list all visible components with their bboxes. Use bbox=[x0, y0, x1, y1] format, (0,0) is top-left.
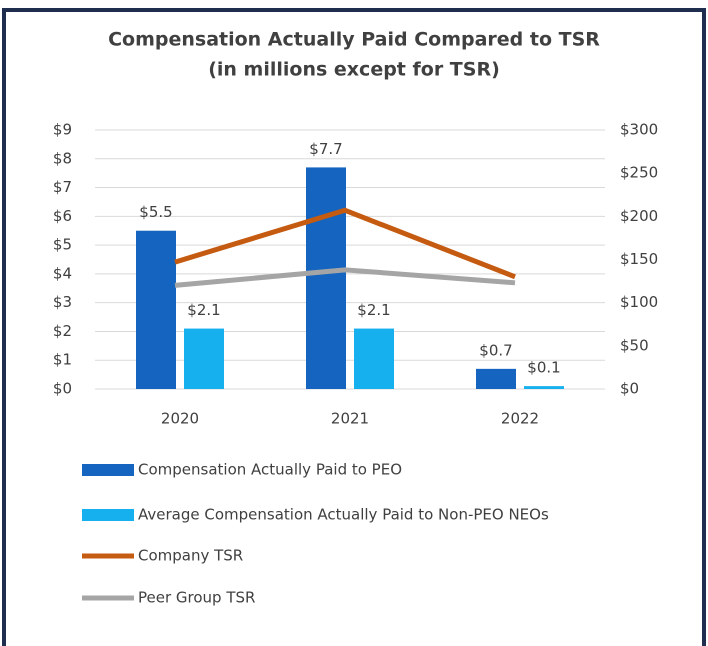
legend-label: Compensation Actually Paid to PEO bbox=[138, 461, 402, 479]
line bbox=[174, 267, 516, 288]
y2-tick-label: $50 bbox=[620, 336, 649, 354]
x-tick-label: 2021 bbox=[331, 410, 369, 428]
y-tick-label: $1 bbox=[53, 351, 72, 369]
y-tick-label: $5 bbox=[53, 236, 72, 254]
y2-tick-label: $100 bbox=[620, 293, 658, 311]
legend-swatch bbox=[82, 464, 134, 476]
y-tick-label: $6 bbox=[53, 207, 72, 225]
value-label: $7.7 bbox=[309, 140, 342, 158]
legend-label: Company TSR bbox=[138, 547, 243, 565]
y2-tick-label: $150 bbox=[620, 250, 658, 268]
frame bbox=[2, 8, 706, 646]
value-label: $0.7 bbox=[479, 341, 512, 359]
bar bbox=[476, 368, 516, 389]
value-label: $2.1 bbox=[357, 301, 390, 319]
value-label: $5.5 bbox=[139, 203, 172, 221]
bar bbox=[136, 230, 176, 389]
y-tick-label: $9 bbox=[53, 121, 72, 139]
legend-swatch bbox=[82, 509, 134, 521]
bar bbox=[524, 386, 564, 389]
y-tick-label: $7 bbox=[53, 178, 72, 196]
line bbox=[174, 207, 516, 280]
y2-tick-label: $300 bbox=[620, 121, 658, 139]
chart-subtitle: (in millions except for TSR) bbox=[208, 59, 500, 81]
y-tick-label: $0 bbox=[53, 380, 72, 398]
chart-title: Compensation Actually Paid Compared to T… bbox=[108, 29, 600, 51]
y-tick-label: $4 bbox=[53, 264, 72, 282]
y2-tick-label: $200 bbox=[620, 207, 658, 225]
y-tick-label: $2 bbox=[53, 322, 72, 340]
value-label: $2.1 bbox=[187, 301, 220, 319]
bar bbox=[184, 328, 224, 389]
x-tick-label: 2022 bbox=[501, 410, 539, 428]
y-tick-label: $8 bbox=[53, 149, 72, 167]
bar bbox=[306, 167, 346, 389]
x-tick-label: 2020 bbox=[161, 410, 199, 428]
y2-tick-label: $0 bbox=[620, 380, 639, 398]
value-label: $0.1 bbox=[527, 359, 560, 377]
bar bbox=[354, 328, 394, 389]
legend-label: Average Compensation Actually Paid to No… bbox=[138, 506, 549, 524]
y2-tick-label: $250 bbox=[620, 164, 658, 182]
legend-label: Peer Group TSR bbox=[138, 589, 255, 607]
y-tick-label: $3 bbox=[53, 293, 72, 311]
